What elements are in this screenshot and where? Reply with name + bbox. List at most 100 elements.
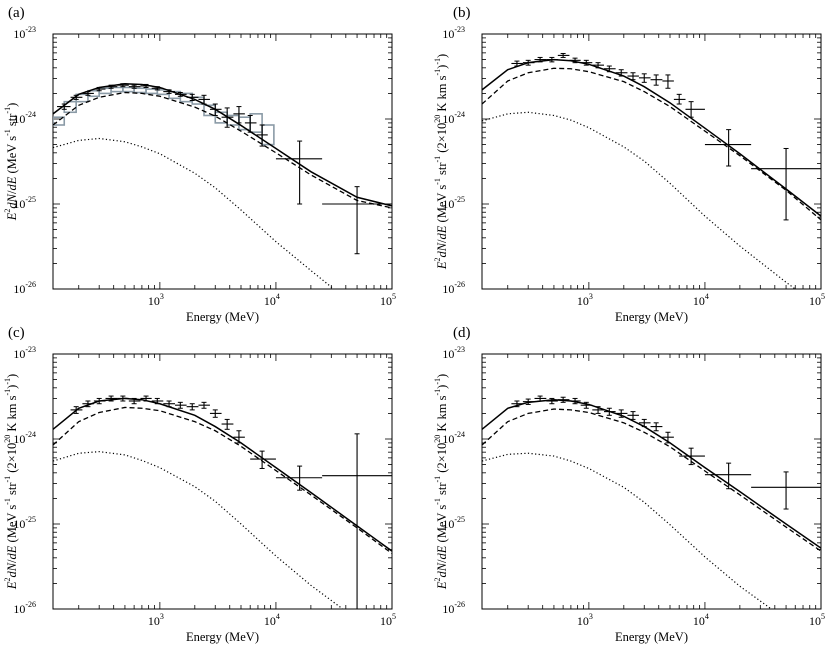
y-axis-label-part: -1 [433,498,442,505]
y-tick-base: 10 [442,517,454,531]
data-box [53,116,66,126]
data-point [751,147,821,221]
data-point [117,83,129,88]
data-point [105,395,118,402]
data-point [650,74,663,86]
plot-area [482,395,821,609]
curve-model-dashed [482,408,821,552]
y-axis-label-part: 2 [3,578,12,582]
y-axis-label-part: -1 [433,378,442,385]
data-point [322,433,392,609]
x-tick-base: 10 [693,294,705,308]
data-point [209,409,222,418]
curve-model-dashed [53,406,392,555]
y-tick-base: 10 [442,347,454,361]
curve-total [53,82,392,207]
y-axis-label-part: E [5,581,19,590]
plot-frame [52,353,393,610]
data-point [522,59,535,66]
data-box [133,87,147,94]
y-axis-label-part: -1 [3,129,12,136]
x-tick-base: 10 [380,294,392,308]
data-point [151,397,164,405]
x-tick-base: 10 [148,294,160,308]
data-point [221,107,234,128]
x-tick-label: 105 [380,292,396,308]
x-tick-exponent: 5 [392,612,396,621]
y-axis-label-part: ) [435,374,449,378]
curve-total [482,398,821,549]
y-axis-label-part: dE [435,545,449,559]
y-axis-label-part: E [435,261,449,270]
x-tick-exponent: 3 [589,612,593,621]
data-point [569,57,581,64]
y-tick-exponent: -25 [454,195,465,204]
y-axis-label-part: str [435,482,449,498]
data-point [685,101,705,118]
y-axis-label: E2dN/dE (MeV s-1 str-1 (2×1020 K km s-1)… [433,54,449,270]
x-tick-label: 104 [693,292,709,308]
panel-label: (d) [453,325,471,341]
y-tick-label: 10-24 [442,110,465,126]
data-point [82,400,94,408]
data-point [163,89,176,94]
y-axis-label: E2dN/dE (MeV s-1 str-1 (2×1020 K km s-1)… [433,374,449,590]
y-tick-exponent: -24 [454,430,465,439]
y-axis-label-part: ) [435,54,449,58]
data-point [662,74,674,89]
y-tick-label: 10-24 [442,430,465,446]
y-tick-base: 10 [442,282,454,296]
x-tick-base: 10 [264,614,276,628]
curve-model-dotted [53,451,344,609]
y-axis-label-part: str [5,113,19,129]
panel-label: (c) [8,325,25,341]
x-tick-exponent: 4 [705,612,709,621]
data-point [198,401,210,409]
y-axis-label-part: dN [435,242,449,257]
y-axis-label: E2dN/dE (MeV s-1 str-1) [3,103,19,222]
y-tick-base: 10 [442,27,454,41]
plot-area [53,82,392,289]
x-tick-label: 103 [148,292,164,308]
curve-model-dotted [482,111,797,289]
y-tick-base: 10 [13,432,25,446]
curve-total [53,397,392,552]
y-axis-label-part: E [5,212,19,221]
data-point [704,462,752,490]
y-tick-exponent: -24 [25,110,36,119]
curve-model-dotted [53,137,335,289]
y-axis-label-part: ) [435,385,449,389]
y-tick-exponent: -23 [454,345,465,354]
data-point [175,92,187,97]
data-point [256,124,268,147]
data-point [233,430,245,444]
y-axis-label-part: dN [435,562,449,577]
y-axis-label-part: -1 [433,389,442,396]
x-tick-exponent: 3 [160,292,164,301]
y-axis-label-part: 20 [433,435,442,443]
y-axis-label-part: dE [435,225,449,239]
data-point [580,401,593,409]
y-tick-label: 10-23 [442,345,465,361]
data-point [604,65,616,73]
y-axis-label-part: dN [5,562,19,577]
y-axis-label-part: (MeV s [5,136,19,177]
y-tick-base: 10 [13,112,25,126]
data-point [140,83,152,88]
data-point [534,395,547,402]
x-tick-base: 10 [577,614,589,628]
y-axis-label-part: K km s [435,395,449,434]
y-axis-label-part: ) [5,385,19,389]
data-point [140,395,152,402]
y-axis-label-part: -1 [3,378,12,385]
plot-area [482,52,821,289]
data-point [186,93,199,102]
y-axis-label-part: (2×10 [435,443,449,476]
x-tick-label: 103 [577,292,593,308]
y-axis-label-part: / [5,190,19,194]
data-point [638,418,651,428]
data-point [275,140,323,205]
